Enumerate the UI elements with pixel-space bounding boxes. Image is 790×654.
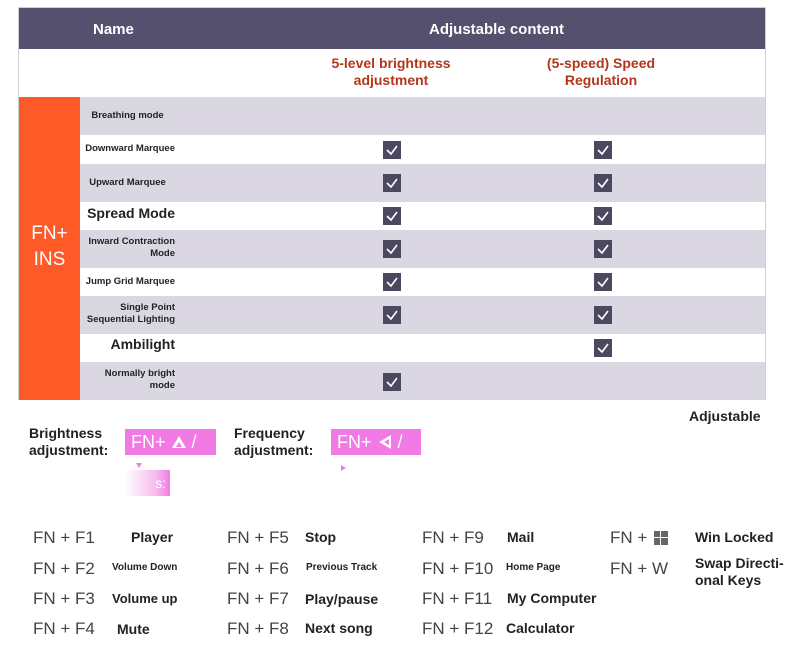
- checkbox-checked-icon: [594, 273, 612, 291]
- arrow-left-icon: [378, 435, 391, 449]
- faded-label-text: s:: [155, 475, 166, 491]
- checkbox-checked-icon: [383, 207, 401, 225]
- faded-label: s:: [125, 470, 170, 496]
- mode-label: Inward Contraction Mode: [88, 236, 175, 259]
- shortcut-action: Player: [131, 529, 174, 545]
- windows-icon: [654, 531, 668, 545]
- shortcut-key: FN + F11: [422, 589, 493, 608]
- checkbox-checked-icon: [594, 240, 612, 258]
- shortcut-key: FN + F10: [422, 559, 494, 578]
- checkbox-checked-icon: [383, 373, 401, 391]
- checkbox-checked-icon: [383, 141, 401, 159]
- mode-label: Spread Mode: [87, 205, 175, 221]
- arrow-up-icon: [171, 436, 186, 448]
- checkbox-checked-icon: [383, 240, 401, 258]
- mode-label: Ambilight: [110, 336, 175, 352]
- table-row: Inward Contraction Mode: [80, 230, 765, 268]
- frequency-fn-text: FN+: [337, 432, 372, 452]
- shortcut-key: FN + F8: [227, 619, 289, 638]
- table-row: Single Point Sequential Lighting: [80, 296, 765, 334]
- shortcut-action: Mail: [507, 529, 535, 545]
- shortcut-key: FN + F12: [422, 619, 494, 638]
- table-row: Jump Grid Marquee: [80, 268, 765, 296]
- shortcut-action: Volume Down: [112, 562, 178, 573]
- table-row: Upward Marquee: [80, 164, 765, 202]
- fn-ins-text: FN+ INS: [31, 223, 68, 270]
- shortcut-key: FN + F5: [227, 528, 289, 547]
- checkbox-checked-icon: [594, 141, 612, 159]
- shortcut-action: Home Page: [506, 562, 561, 573]
- table-row: Breathing mode: [80, 97, 765, 135]
- checkbox-checked-icon: [383, 306, 401, 324]
- shortcut-key: FN + F6: [227, 559, 289, 578]
- checkbox-checked-icon: [594, 174, 612, 192]
- frequency-slash: /: [397, 432, 403, 452]
- shortcut-action: Volume up: [112, 591, 178, 606]
- shortcut-action: Next song: [305, 620, 373, 636]
- frequency-keys: FN+ /: [331, 429, 421, 475]
- table-row: Spread Mode: [80, 202, 765, 230]
- checkbox-checked-icon: [383, 273, 401, 291]
- mode-label: Upward Marquee: [89, 177, 166, 188]
- header-name: Name: [93, 21, 134, 38]
- table-row: Downward Marquee: [80, 135, 765, 164]
- header-adjustable-content: Adjustable content: [429, 21, 565, 38]
- brightness-adjustment-label: Brightness adjustment:: [29, 425, 109, 458]
- shortcut-key: FN + F9: [422, 528, 484, 547]
- checkbox-checked-icon: [594, 339, 612, 357]
- arrow-down-icon: [132, 462, 146, 474]
- shortcut-action: Previous Track: [306, 562, 378, 573]
- shortcut-action: Swap Directi-onal Keys: [695, 555, 784, 588]
- table-header: Name Adjustable content: [19, 8, 765, 49]
- table-row: Normally bright mode: [80, 362, 765, 400]
- shortcut-action: Win Locked: [695, 529, 774, 545]
- fn-ins-label: FN+ INS: [19, 97, 80, 400]
- shortcut-action: Stop: [305, 529, 337, 545]
- adjustable-note: Adjustable: [689, 408, 761, 424]
- shortcut-key: FN + W: [610, 559, 669, 578]
- shortcut-key: FN +: [610, 528, 648, 547]
- brightness-keys: FN+ /: [125, 429, 216, 474]
- shortcut-action: Play/pause: [305, 591, 379, 607]
- shortcut-key: FN + F1: [33, 528, 95, 547]
- arrow-right-icon: [339, 461, 351, 475]
- mode-label: Downward Marquee: [85, 143, 175, 154]
- frequency-adjustment-label: Frequency adjustment:: [234, 425, 314, 458]
- table-row: Ambilight: [80, 334, 765, 362]
- brightness-fn-text: FN+: [131, 432, 166, 452]
- shortcut-key: FN + F3: [33, 589, 95, 608]
- shortcut-action: Calculator: [506, 620, 575, 636]
- checkbox-checked-icon: [594, 306, 612, 324]
- shortcut-action: Mute: [117, 621, 150, 637]
- checkbox-checked-icon: [594, 207, 612, 225]
- brightness-slash: /: [191, 432, 197, 452]
- subheader-speed: (5-speed) Speed Regulation: [546, 55, 656, 88]
- table-subheader: 5-level brightness adjustment (5-speed) S…: [19, 49, 765, 97]
- mode-label: Single Point Sequential Lighting: [86, 302, 175, 325]
- mode-label: Normally bright mode: [104, 368, 175, 391]
- shortcut-key: FN + F4: [33, 619, 95, 638]
- mode-label: Breathing mode: [91, 110, 164, 121]
- shortcut-key: FN + F7: [227, 589, 289, 608]
- mode-label: Jump Grid Marquee: [85, 276, 175, 287]
- subheader-brightness: 5-level brightness adjustment: [331, 55, 451, 88]
- shortcut-key: FN + F2: [33, 559, 95, 578]
- shortcut-action: My Computer: [507, 590, 597, 606]
- lighting-mode-table: Name Adjustable content 5-level brightne…: [18, 7, 766, 400]
- checkbox-checked-icon: [383, 174, 401, 192]
